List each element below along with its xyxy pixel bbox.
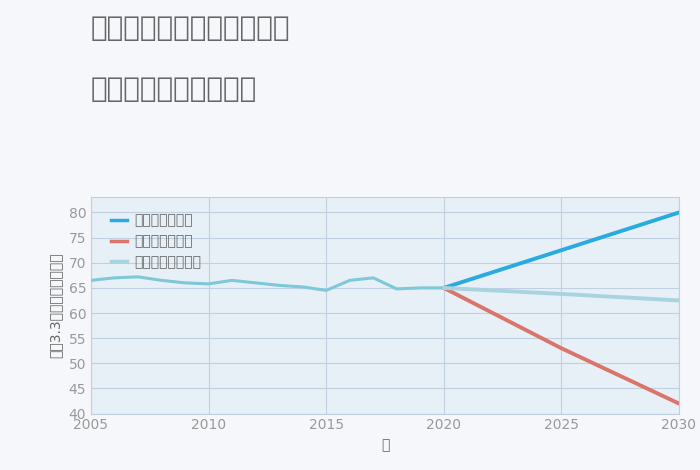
Text: 中古戸建ての価格推移: 中古戸建ての価格推移 [91,75,258,103]
Legend: グッドシナリオ, バッドシナリオ, ノーマルシナリオ: グッドシナリオ, バッドシナリオ, ノーマルシナリオ [104,206,209,276]
X-axis label: 年: 年 [381,438,389,452]
Y-axis label: 坪（3.3㎡）単価（万円）: 坪（3.3㎡）単価（万円） [49,253,63,358]
Text: 兵庫県丹波市市島町徳尾の: 兵庫県丹波市市島町徳尾の [91,14,290,42]
